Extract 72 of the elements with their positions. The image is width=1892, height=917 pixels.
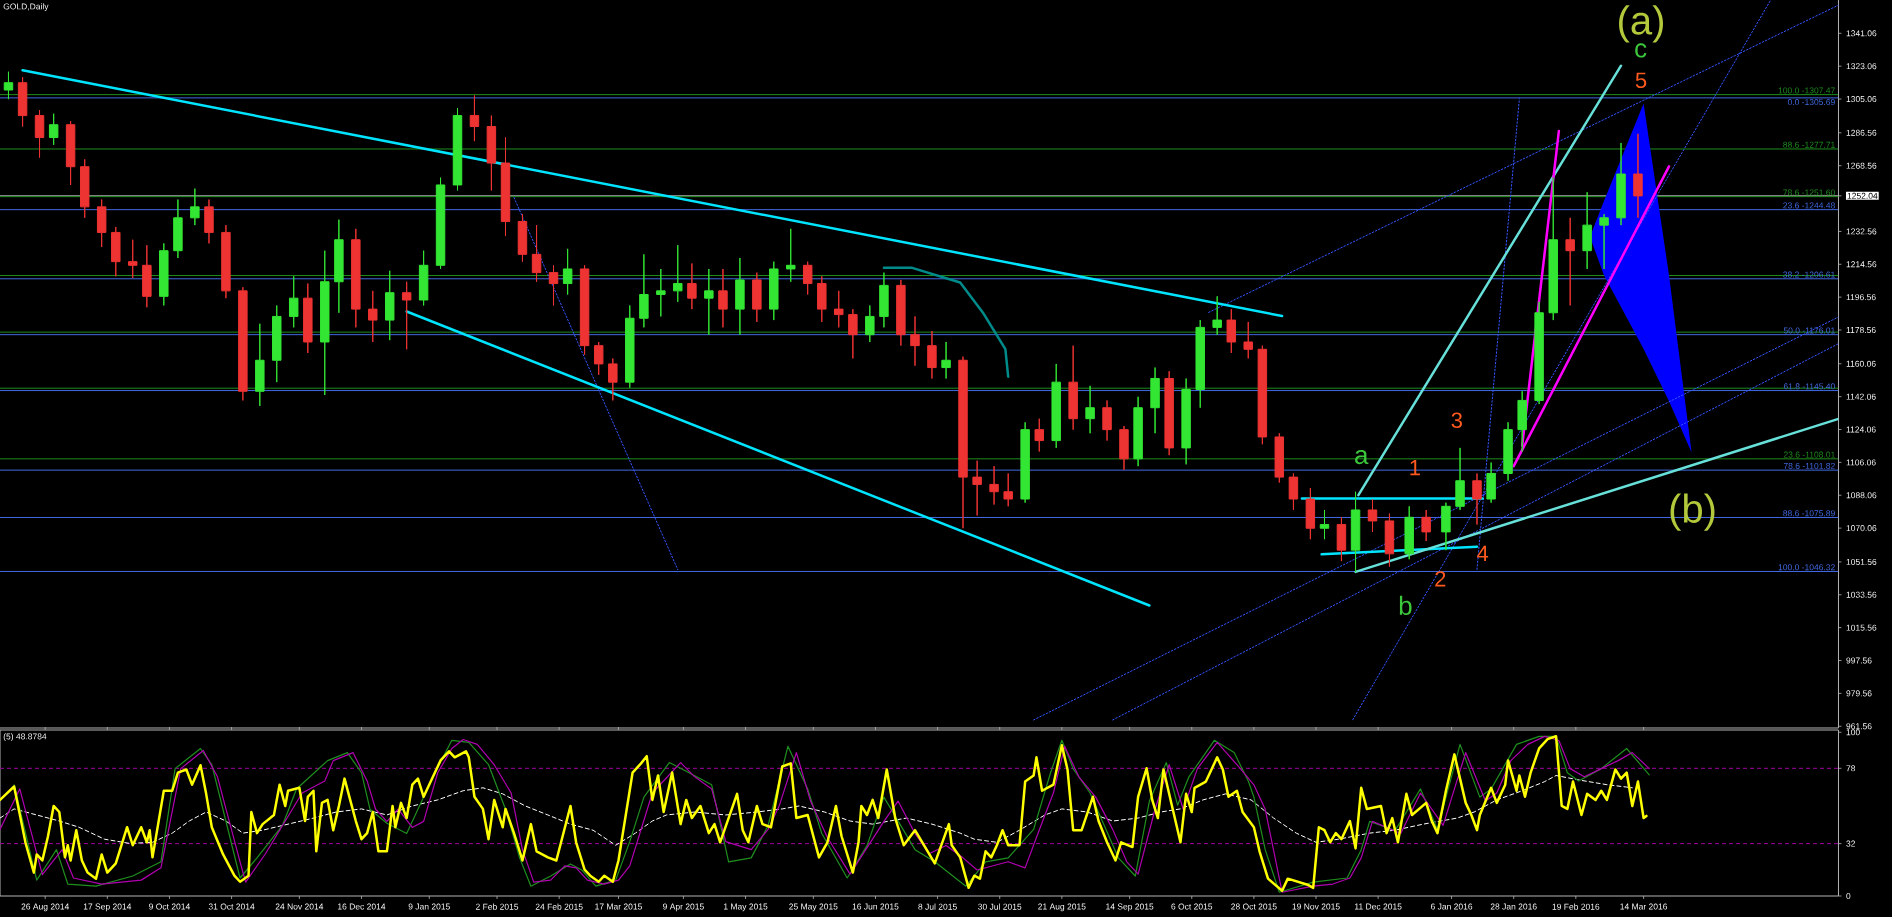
y-tick-label: 1070.06: [1846, 525, 1877, 532]
y-tick-label: 78: [1846, 765, 1856, 772]
x-tick-label: 8 Jul 2015: [918, 903, 957, 910]
x-tick-label: 9 Oct 2014: [149, 903, 190, 910]
x-tick-label: 6 Jan 2016: [1430, 903, 1473, 910]
x-tick-label: 21 Aug 2015: [1038, 903, 1086, 912]
y-tick-label: 1142.06: [1846, 393, 1876, 400]
annotation: a: [1355, 449, 1369, 465]
y-tick-label: 1341.06: [1846, 30, 1877, 37]
y-tick-label: 979.56: [1846, 690, 1872, 697]
x-tick-label: 24 Nov 2014: [275, 903, 324, 910]
annotation: 3: [1451, 412, 1462, 429]
x-tick-label: 2 Feb 2015: [475, 903, 519, 910]
annotation: 78.6 -1101.82: [1783, 462, 1835, 469]
y-tick-label: 1178.56: [1846, 327, 1876, 334]
x-tick-label: 16 Jun 2015: [852, 903, 899, 910]
annotation: 0.0 -1305.69: [1787, 99, 1835, 106]
x-tick-label: 11 Dec 2015: [1355, 903, 1402, 910]
x-tick-label: 28 Oct 2015: [1231, 903, 1277, 910]
y-tick-label: 1305.06: [1846, 96, 1877, 103]
x-tick-label: 26 Aug 2014: [21, 903, 70, 912]
x-tick-label: 24 Feb 2015: [535, 903, 583, 910]
y-tick-label: 1106.06: [1846, 459, 1876, 466]
y-tick-label: 1214.56: [1846, 261, 1877, 268]
x-tick-label: 17 Sep 2014: [83, 903, 132, 912]
x-tick-label: 19 Feb 2016: [1552, 903, 1600, 910]
annotation: 61.8 -1145.40: [1783, 383, 1835, 390]
y-tick-label: 1033.56: [1846, 591, 1877, 598]
annotation: 100.0 -1046.32: [1778, 564, 1835, 571]
y-tick-label: 1196.56: [1846, 294, 1876, 301]
x-tick-label: 6 Oct 2015: [1171, 903, 1213, 910]
x-tick-label: 28 Jan 2016: [1490, 903, 1537, 910]
annotation: 100.0 -1307.47: [1778, 87, 1835, 94]
annotation: 23.6 -1108.01: [1783, 451, 1835, 458]
x-tick-label: 1 May 2015: [723, 903, 768, 912]
y-tick-label: 1232.56: [1846, 228, 1877, 235]
x-tick-label: 14 Mar 2016: [1620, 903, 1668, 910]
x-tick-label: 17 Mar 2015: [595, 903, 642, 910]
annotation: 88.6 -1075.89: [1783, 510, 1835, 517]
y-tick-label: 1252.04: [1847, 192, 1878, 199]
annotation: 2: [1435, 571, 1446, 587]
annotation: 88.6 -1277.71: [1783, 141, 1835, 148]
y-tick-label: 1124.06: [1846, 426, 1876, 433]
x-tick-label: 25 May 2015: [789, 903, 838, 912]
annotation: (a): [1619, 5, 1663, 43]
chart-title: (5) 48.8784: [3, 733, 47, 742]
y-tick-label: 1160.06: [1846, 360, 1876, 367]
y-tick-label: 1323.06: [1846, 63, 1877, 70]
y-tick-label: 1088.06: [1846, 492, 1877, 499]
annotation: c: [1635, 43, 1647, 58]
x-tick-label: 16 Dec 2014: [338, 903, 386, 910]
x-tick-label: 9 Jan 2015: [408, 903, 450, 910]
annotation: 23.6 -1244.48: [1783, 202, 1835, 209]
y-tick-label: 961.56: [1846, 723, 1872, 730]
annotation: 4: [1477, 545, 1489, 561]
y-tick-label: 1268.56: [1846, 162, 1877, 169]
annotation: 78.6 -1251.60: [1783, 189, 1835, 196]
y-tick-label: 997.56: [1846, 657, 1872, 664]
y-tick-label: 1015.56: [1846, 624, 1877, 631]
y-tick-label: 0: [1846, 892, 1851, 899]
x-tick-label: 14 Sep 2015: [1106, 903, 1154, 912]
y-tick-label: 100: [1846, 729, 1860, 736]
annotation: b: [1399, 595, 1412, 615]
x-tick-label: 19 Nov 2015: [1292, 903, 1340, 910]
x-tick-label: 31 Oct 2014: [208, 903, 255, 910]
chart-title: GOLD,Daily: [3, 3, 49, 12]
y-tick-label: 32: [1846, 840, 1856, 847]
y-tick-label: 1286.56: [1846, 129, 1877, 136]
annotation: 5: [1635, 72, 1647, 89]
x-tick-label: 9 Apr 2015: [663, 903, 704, 912]
y-tick-label: 1051.56: [1846, 558, 1877, 565]
x-tick-label: 30 Jul 2015: [978, 903, 1022, 910]
